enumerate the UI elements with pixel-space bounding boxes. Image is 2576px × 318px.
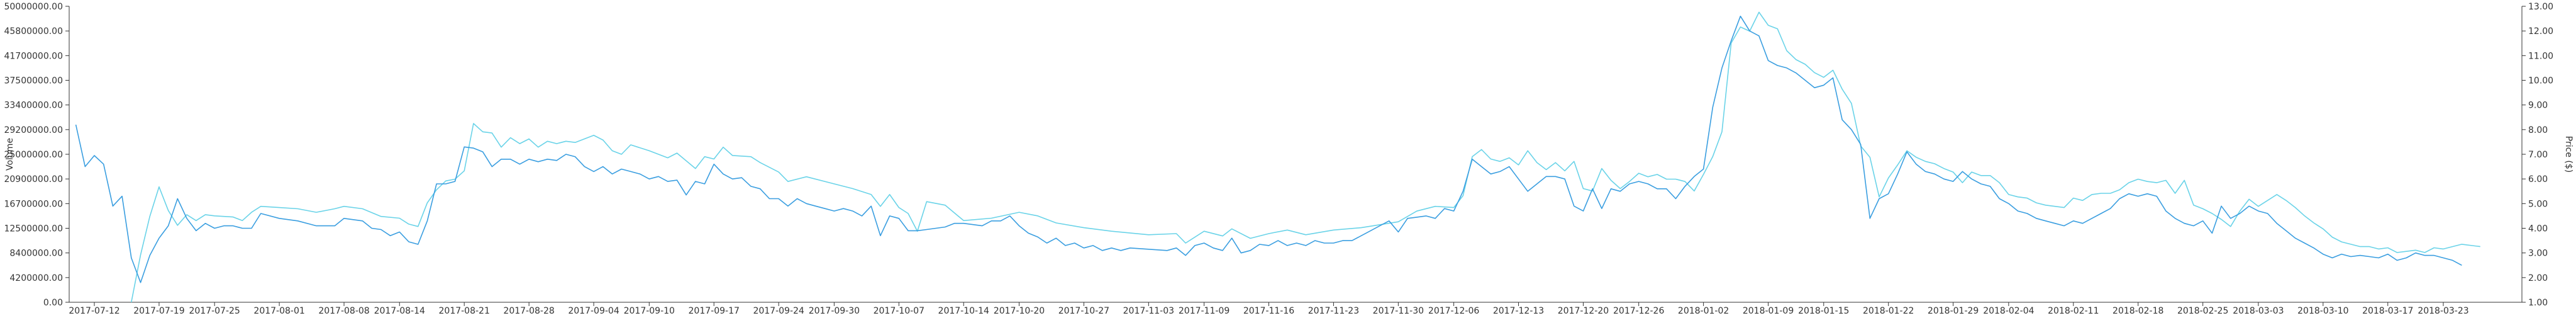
x-tick-label: 2018-01-15	[1798, 306, 1849, 315]
right-y-tick-label: 7.00	[2528, 150, 2548, 160]
x-tick-label: 2018-02-11	[2048, 306, 2099, 315]
left-y-tick-label: 4200000.00	[9, 273, 63, 283]
left-y-tick-label: 50000000.00	[4, 2, 63, 12]
left-y-tick-label: 37500000.00	[4, 76, 63, 86]
x-tick-label: 2017-10-14	[938, 306, 989, 315]
x-tick-label: 2017-08-21	[439, 306, 490, 315]
left-y-tick-label: 41700000.00	[4, 51, 63, 61]
left-y-tick-label: 8400000.00	[9, 249, 63, 259]
right-y-tick-label: 13.00	[2528, 2, 2553, 12]
x-tick-label: 2018-03-23	[2418, 306, 2468, 315]
x-tick-label: 2017-09-10	[624, 306, 675, 315]
x-tick-label: 2017-10-07	[874, 306, 924, 315]
right-axis-title: Price ($)	[2563, 136, 2573, 173]
x-tick-label: 2017-09-04	[568, 306, 619, 315]
right-y-tick-label: 11.00	[2528, 51, 2553, 61]
left-y-tick-label: 16700000.00	[4, 199, 63, 209]
x-tick-label: 2017-12-26	[1613, 306, 1664, 315]
x-tick-label: 2018-02-25	[2177, 306, 2228, 315]
x-tick-label: 2017-07-12	[69, 306, 119, 315]
x-tick-label: 2017-09-17	[689, 306, 740, 315]
x-tick-label: 2017-11-03	[1123, 306, 1174, 315]
x-tick-label: 2018-01-09	[1743, 306, 1794, 315]
left-y-tick-label: 0.00	[43, 298, 63, 308]
x-tick-label: 2017-11-30	[1373, 306, 1424, 315]
x-tick-label: 2017-10-20	[994, 306, 1045, 315]
x-tick-label: 2017-12-06	[1428, 306, 1479, 315]
x-tick-label: 2018-02-18	[2112, 306, 2163, 315]
x-tick-label: 2018-03-03	[2233, 306, 2284, 315]
x-tick-label: 2018-03-10	[2297, 306, 2348, 315]
x-tick-label: 2017-10-27	[1058, 306, 1109, 315]
x-tick-label: 2018-01-29	[1928, 306, 1979, 315]
right-y-tick-label: 1.00	[2528, 298, 2548, 308]
x-tick-label: 2017-11-23	[1308, 306, 1359, 315]
x-tick-label: 2017-07-25	[189, 306, 240, 315]
x-tick-label: 2017-08-28	[503, 306, 554, 315]
x-tick-label: 2017-11-16	[1243, 306, 1294, 315]
right-y-tick-label: 2.00	[2528, 273, 2548, 283]
left-y-tick-label: 12500000.00	[4, 224, 63, 234]
x-tick-label: 2017-09-24	[753, 306, 804, 315]
left-y-tick-label: 29200000.00	[4, 125, 63, 135]
volume-series-line	[131, 11, 2480, 303]
x-tick-label: 2017-09-30	[809, 306, 860, 315]
right-y-tick-label: 6.00	[2528, 174, 2548, 185]
x-tick-label: 2017-12-13	[1493, 306, 1544, 315]
left-y-tick-label: 25000000.00	[4, 150, 63, 160]
left-y-tick-label: 45800000.00	[4, 26, 63, 37]
labels-layer: Volume Price ($)	[5, 136, 2573, 173]
x-tick-label: 2017-08-14	[374, 306, 425, 315]
right-y-tick-label: 9.00	[2528, 101, 2548, 111]
right-y-tick-label: 10.00	[2528, 76, 2553, 86]
x-tick-label: 2018-02-04	[1983, 306, 2034, 315]
left-y-tick-label: 33400000.00	[4, 101, 63, 111]
x-tick-label: 2017-07-19	[133, 306, 184, 315]
x-tick-label: 2017-08-08	[318, 306, 369, 315]
x-tick-label: 2018-01-22	[1863, 306, 1914, 315]
x-tick-label: 2018-03-17	[2362, 306, 2413, 315]
left-y-tick-label: 20900000.00	[4, 174, 63, 185]
right-y-tick-label: 12.00	[2528, 26, 2553, 37]
right-y-tick-label: 8.00	[2528, 125, 2548, 135]
price-series-line	[75, 15, 2462, 283]
axes-layer: 2017-07-12 2017-07-19 2017-07-25 2017-08-01…	[4, 2, 2553, 316]
right-y-tick-label: 4.00	[2528, 224, 2548, 234]
left-axis-title: Volume	[5, 138, 15, 171]
x-tick-label: 2017-12-20	[1558, 306, 1609, 315]
right-y-tick-label: 3.00	[2528, 249, 2548, 259]
x-tick-label: 2017-08-01	[253, 306, 304, 315]
right-y-tick-label: 5.00	[2528, 199, 2548, 209]
series-layer	[75, 11, 2480, 303]
x-tick-label: 2018-01-02	[1678, 306, 1729, 315]
x-tick-label: 2017-11-09	[1179, 306, 1230, 315]
